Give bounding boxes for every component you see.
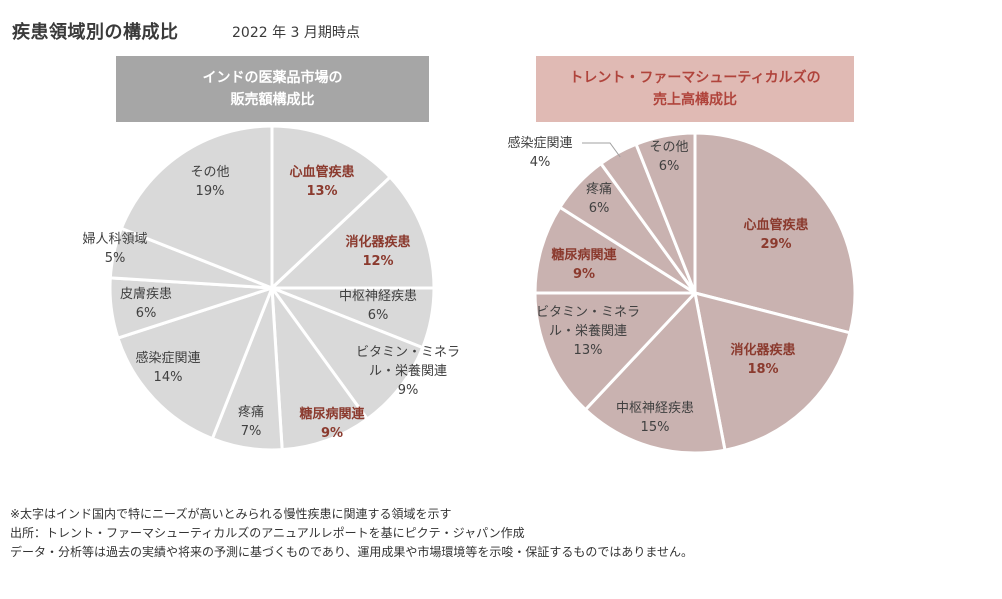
india-slice-name-8: 婦人科領域 xyxy=(82,231,147,247)
torrent-slice-value-3: 13% xyxy=(574,343,603,358)
india-slice-value-8: 5% xyxy=(105,251,126,266)
india-market-chart-title-line2: 販売額構成比 xyxy=(230,92,315,108)
india-slice-value-3: 9% xyxy=(398,383,419,398)
torrent-slice-value-1: 18% xyxy=(747,362,778,377)
torrent-sales-chart-header: トレント・ファーマシューティカルズの 売上高構成比 xyxy=(536,56,854,122)
torrent-slice-value-7: 6% xyxy=(659,159,680,174)
as-of-date: 2022 年 3 月期時点 xyxy=(232,25,360,41)
india-slice-name-9: その他 xyxy=(190,165,229,180)
footnote-source: 出所：トレント・ファーマシューティカルズのアニュアルレポートを基にピクテ・ジャパ… xyxy=(10,526,525,540)
india-slice-value-6: 14% xyxy=(154,370,183,385)
torrent-slice-name-7: その他 xyxy=(649,140,688,155)
india-slice-label-8: 婦人科領域 5% xyxy=(82,231,147,266)
torrent-labels: 心血管疾患 29% 消化器疾患 18% 中枢神経疾患 15% ビタミン・ミネラル・栄養関連 1… xyxy=(507,135,808,435)
india-pie-slice-3 xyxy=(270,286,425,421)
india-pie-slice-4 xyxy=(270,286,369,452)
india-slice-value-7: 6% xyxy=(136,306,157,321)
india-pie-slice-1 xyxy=(270,175,436,290)
torrent-slice-name-1: 消化器疾患 xyxy=(730,342,795,358)
india-slice-value-2: 6% xyxy=(368,308,389,323)
india-slice-name-2: 中枢神経疾患 xyxy=(339,289,417,304)
torrent-slice-name-0: 心血管疾患 xyxy=(743,217,808,233)
torrent-slices xyxy=(533,131,857,455)
footnotes: ※太字はインド国内で特にニーズが高いとみられる慢性疾患に関連する領域を示す 出所… xyxy=(10,505,693,562)
torrent-pie-slice-1 xyxy=(693,291,852,452)
torrent-slice-label-5: 疼痛 6% xyxy=(586,181,612,216)
india-slice-value-4: 9% xyxy=(321,426,343,441)
india-slice-name-7: 皮膚疾患 xyxy=(120,286,172,302)
torrent-slice-label-4: 糖尿病関連 9% xyxy=(551,247,617,282)
india-slice-label-3: ビタミン・ミネラル・栄養関連 9% xyxy=(356,345,460,398)
india-slices xyxy=(108,124,436,452)
torrent-pie-slice-7 xyxy=(634,131,697,295)
india-slice-label-0: 心血管疾患 13% xyxy=(289,164,354,199)
torrent-slice-label-2: 中枢神経疾患 15% xyxy=(616,401,694,435)
india-slice-value-5: 7% xyxy=(241,424,262,439)
page-title: 疾患領域別の構成比 xyxy=(12,22,179,43)
india-slice-name-0: 心血管疾患 xyxy=(289,164,354,180)
india-slice-name-5: 疼痛 xyxy=(238,404,264,420)
torrent-slice-name-2: 中枢神経疾患 xyxy=(616,401,694,416)
torrent-slice-value-5: 6% xyxy=(589,201,610,216)
torrent-sales-chart-title-line1: トレント・ファーマシューティカルズの xyxy=(569,70,821,86)
india-slice-label-7: 皮膚疾患 6% xyxy=(120,286,172,321)
india-slice-value-0: 13% xyxy=(306,184,337,199)
india-slice-label-9: その他 19% xyxy=(190,165,229,199)
torrent-pie-slice-2 xyxy=(583,291,727,455)
india-slice-label-6: 感染症関連 14% xyxy=(135,350,200,385)
torrent-pie-slice-4 xyxy=(533,205,697,295)
torrent-slice-label-0: 心血管疾患 29% xyxy=(743,217,808,252)
india-slice-name-4: 糖尿病関連 xyxy=(299,406,365,422)
india-slice-name-3: ル・栄養関連 xyxy=(369,363,447,379)
torrent-pie-slice-0 xyxy=(693,131,857,335)
torrent-leader-line-6 xyxy=(582,142,621,158)
torrent-slice-label-6: 感染症関連 4% xyxy=(507,135,572,170)
india-market-chart-header: インドの医薬品市場の 販売額構成比 xyxy=(116,56,429,122)
india-slice-name-6: 感染症関連 xyxy=(135,350,200,366)
india-slice-name-1: 消化器疾患 xyxy=(345,234,410,250)
torrent-sales-chart-title-line2: 売上高構成比 xyxy=(652,92,737,108)
india-labels: 心血管疾患 13% 消化器疾患 12% 中枢神経疾患 6% ビタミン・ミネラル・栄養関連 9%… xyxy=(82,164,460,441)
torrent-slice-label-1: 消化器疾患 18% xyxy=(730,342,795,377)
india-slice-label-2: 中枢神経疾患 6% xyxy=(339,289,417,323)
india-pie-slice-9 xyxy=(119,124,274,290)
india-slice-label-4: 糖尿病関連 9% xyxy=(299,406,365,441)
torrent-slice-value-0: 29% xyxy=(760,237,791,252)
torrent-slice-name-3: ビタミン・ミネラ xyxy=(536,305,640,320)
footnote-bold-legend: ※太字はインド国内で特にニーズが高いとみられる慢性疾患に関連する領域を示す xyxy=(10,507,452,521)
torrent-slice-name-6: 感染症関連 xyxy=(507,135,572,151)
torrent-slice-name-4: 糖尿病関連 xyxy=(551,247,617,263)
india-slice-label-5: 疼痛 7% xyxy=(238,404,264,439)
india-slice-label-1: 消化器疾患 12% xyxy=(345,234,410,269)
india-slice-name-3: ビタミン・ミネラ xyxy=(356,345,460,360)
torrent-slice-value-6: 4% xyxy=(530,155,551,170)
india-pie-slice-0 xyxy=(270,124,392,290)
torrent-pie-slice-3 xyxy=(533,291,697,412)
india-market-chart-title-line1: インドの医薬品市場の xyxy=(202,70,343,86)
torrent-slice-label-7: その他 6% xyxy=(649,140,688,174)
india-slice-value-1: 12% xyxy=(362,254,393,269)
india-slice-value-9: 19% xyxy=(196,184,225,199)
torrent-slice-name-5: 疼痛 xyxy=(586,181,612,197)
torrent-slice-name-3: ル・栄養関連 xyxy=(549,323,627,339)
torrent-slice-value-2: 15% xyxy=(641,420,670,435)
torrent-slice-value-4: 9% xyxy=(573,267,595,282)
torrent-slice-label-3: ビタミン・ミネラル・栄養関連 13% xyxy=(536,305,640,358)
footnote-disclaimer: データ・分析等は過去の実績や将来の予測に基づくものであり、運用成果や市場環境等を… xyxy=(10,545,694,559)
